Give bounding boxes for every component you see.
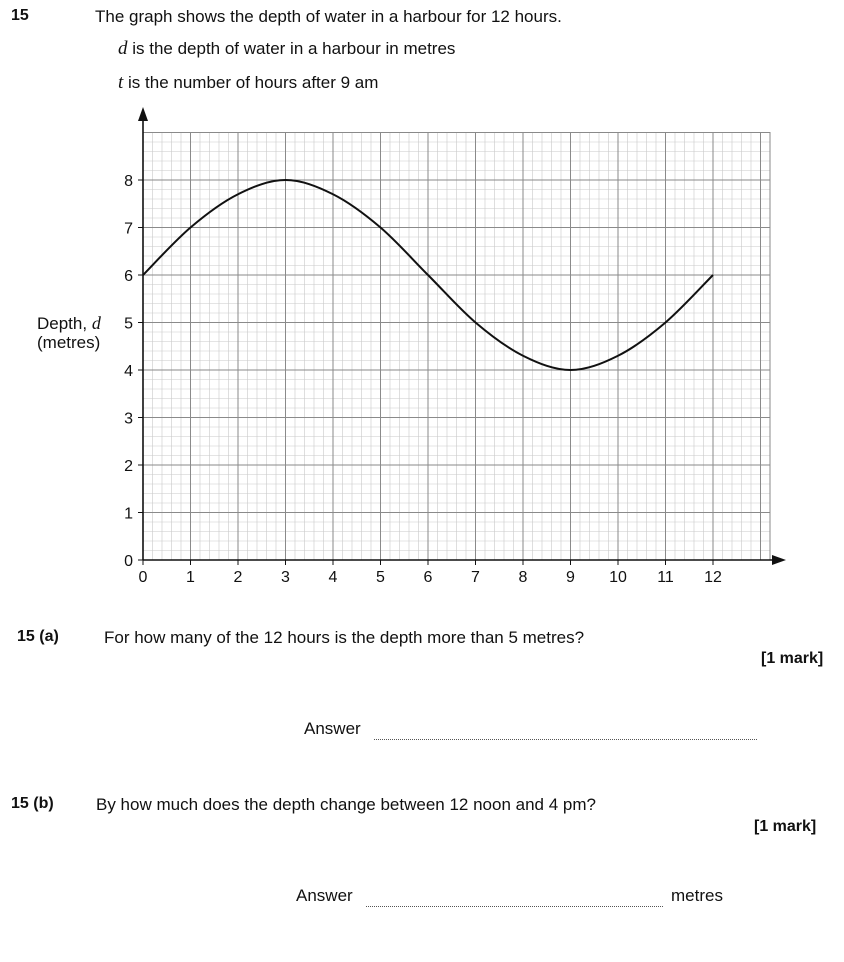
x-tick-label: 2 xyxy=(234,569,243,586)
x-axis-arrow xyxy=(772,555,786,565)
part-b-answer-line[interactable] xyxy=(366,906,663,907)
y-tick-label: 3 xyxy=(124,411,133,428)
part-a-question: For how many of the 12 hours is the dept… xyxy=(104,628,585,647)
definition-t-variable: t xyxy=(118,72,124,93)
y-tick-label: 4 xyxy=(124,363,133,380)
y-tick-label: 7 xyxy=(124,221,133,238)
y-tick-label: 2 xyxy=(124,458,133,475)
y-tick-label: 5 xyxy=(124,316,133,333)
x-tick-label: 11 xyxy=(657,569,674,586)
x-tick-label: 9 xyxy=(566,569,575,586)
definition-t-text: is the number of hours after 9 am xyxy=(128,73,379,92)
part-a-label: 15 (a) xyxy=(17,628,59,645)
depth-curve xyxy=(142,178,714,372)
y-axis-label-unit: (metres) xyxy=(37,333,101,352)
x-tick-label: 6 xyxy=(424,569,433,586)
part-b-answer-label: Answer xyxy=(296,886,353,905)
x-tick-label: 0 xyxy=(139,569,148,586)
x-tick-label: 12 xyxy=(704,569,722,586)
x-tick-label: 5 xyxy=(376,569,385,586)
question-stem: The graph shows the depth of water in a … xyxy=(95,7,562,26)
x-tick-label: 7 xyxy=(471,569,480,586)
x-tick-label: 10 xyxy=(609,569,627,586)
y-axis-label: Depth, d xyxy=(37,313,101,334)
definition-d-variable: d xyxy=(118,38,128,59)
y-tick-labels: 0 1 2 3 4 5 6 7 8 xyxy=(124,173,133,570)
question-number: 15 xyxy=(11,7,29,24)
x-tick-label: 4 xyxy=(329,569,338,586)
part-b-question: By how much does the depth change betwee… xyxy=(96,795,596,814)
y-tick-label: 1 xyxy=(124,506,133,523)
part-b-answer-unit: metres xyxy=(671,886,723,905)
y-axis-arrow xyxy=(138,107,148,121)
x-tick-label: 8 xyxy=(519,569,528,586)
y-tick-label: 8 xyxy=(124,173,133,190)
y-axis-label-variable: d xyxy=(91,313,101,333)
x-tick-labels: 0 1 2 3 4 5 6 7 8 9 10 11 12 xyxy=(139,569,722,586)
part-b-label: 15 (b) xyxy=(11,795,54,812)
y-tick-label: 0 xyxy=(124,553,133,570)
part-a-answer-line[interactable] xyxy=(374,739,757,740)
definition-t: t is the number of hours after 9 am xyxy=(118,72,378,94)
part-a-marks: [1 mark] xyxy=(761,650,824,667)
axes xyxy=(138,107,786,565)
y-axis-label-text: Depth, xyxy=(37,314,88,333)
part-a-answer-label: Answer xyxy=(304,719,361,738)
part-b-marks: [1 mark] xyxy=(754,818,817,835)
y-tick-label: 6 xyxy=(124,268,133,285)
x-tick-label: 3 xyxy=(281,569,290,586)
grid-minor-lines xyxy=(143,132,771,560)
definition-d: d is the depth of water in a harbour in … xyxy=(118,38,455,60)
x-tick-label: 1 xyxy=(186,569,195,586)
definition-d-text: is the depth of water in a harbour in me… xyxy=(132,39,456,58)
